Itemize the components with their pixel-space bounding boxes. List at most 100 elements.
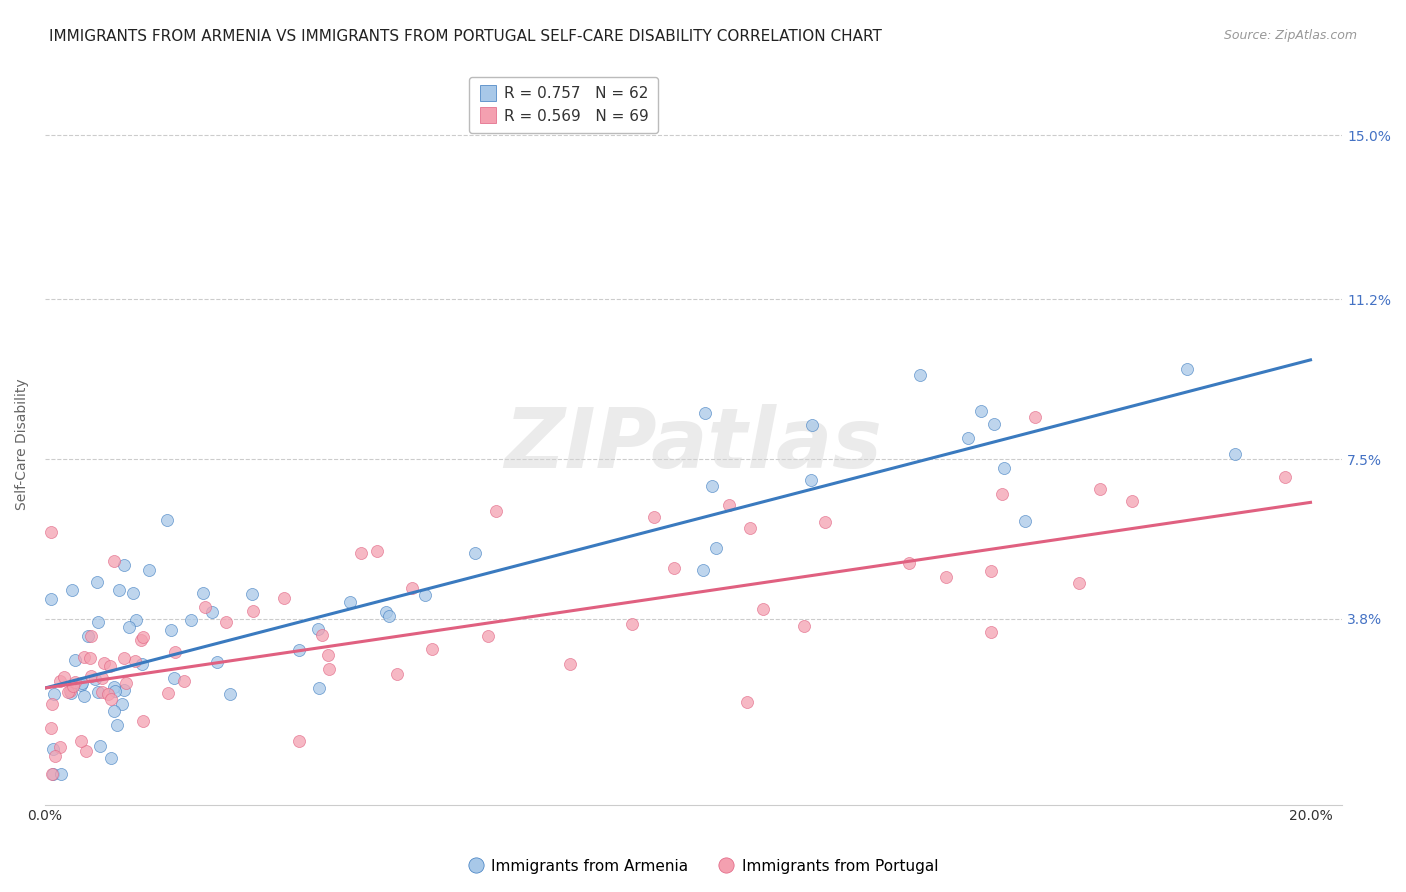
Point [44, 749, 66, 764]
Point [157, 686, 180, 700]
Point [910, 368, 932, 382]
Point [86, 575, 108, 590]
Point [73, 650, 96, 665]
Point [273, 591, 295, 605]
Point [316, 648, 339, 662]
Point [993, 461, 1015, 475]
Point [105, 718, 128, 732]
Point [41, 767, 63, 781]
Point [98, 659, 121, 673]
Text: ZIPatlas: ZIPatlas [505, 403, 883, 484]
Point [131, 657, 153, 671]
Point [80, 669, 103, 683]
Y-axis label: Self-Care Disability: Self-Care Disability [15, 378, 30, 510]
Point [413, 588, 436, 602]
Point [103, 681, 125, 695]
Point [103, 554, 125, 568]
Point [165, 645, 187, 659]
Point [89, 739, 111, 753]
Point [385, 667, 408, 681]
Point [180, 613, 202, 627]
Point [288, 642, 311, 657]
Point [48, 674, 70, 689]
Point [240, 587, 263, 601]
Point [560, 657, 582, 672]
Legend: Immigrants from Armenia, Immigrants from Portugal: Immigrants from Armenia, Immigrants from… [463, 853, 943, 880]
Point [156, 513, 179, 527]
Point [124, 613, 146, 627]
Point [112, 651, 135, 665]
Point [1274, 470, 1296, 484]
Point [464, 546, 486, 560]
Point [115, 676, 138, 690]
Point [693, 406, 716, 420]
Point [60, 686, 83, 700]
Point [41, 698, 63, 712]
Point [737, 695, 759, 709]
Point [112, 558, 135, 572]
Point [129, 633, 152, 648]
Point [39, 524, 62, 539]
Point [138, 563, 160, 577]
Point [90, 685, 112, 699]
Point [934, 570, 956, 584]
Point [100, 691, 122, 706]
Point [118, 619, 141, 633]
Point [219, 687, 242, 701]
Point [1121, 494, 1143, 508]
Point [103, 704, 125, 718]
Point [702, 478, 724, 492]
Point [793, 619, 815, 633]
Point [131, 714, 153, 728]
Point [124, 655, 146, 669]
Point [215, 615, 238, 629]
Point [485, 504, 508, 518]
Point [69, 678, 91, 692]
Point [318, 662, 340, 676]
Point [53, 670, 76, 684]
Point [983, 417, 1005, 431]
Point [704, 541, 727, 556]
Point [308, 681, 330, 696]
Point [79, 651, 101, 665]
Point [77, 629, 100, 643]
Point [173, 673, 195, 688]
Point [62, 679, 84, 693]
Point [59, 684, 82, 698]
Point [692, 563, 714, 577]
Point [63, 653, 86, 667]
Point [49, 739, 72, 754]
Point [970, 404, 993, 418]
Text: Source: ZipAtlas.com: Source: ZipAtlas.com [1223, 29, 1357, 42]
Point [191, 586, 214, 600]
Point [42, 742, 65, 756]
Text: IMMIGRANTS FROM ARMENIA VS IMMIGRANTS FROM PORTUGAL SELF-CARE DISABILITY CORRELA: IMMIGRANTS FROM ARMENIA VS IMMIGRANTS FR… [49, 29, 882, 44]
Point [122, 586, 145, 600]
Point [63, 674, 86, 689]
Point [800, 473, 823, 487]
Point [401, 581, 423, 595]
Point [80, 629, 103, 643]
Point [42, 767, 65, 781]
Point [100, 750, 122, 764]
Point [86, 615, 108, 629]
Point [366, 544, 388, 558]
Point [717, 498, 740, 512]
Point [39, 721, 62, 735]
Point [93, 657, 115, 671]
Point [350, 545, 373, 559]
Point [477, 629, 499, 643]
Point [375, 605, 398, 619]
Point [801, 418, 824, 433]
Point [91, 672, 114, 686]
Point [51, 767, 73, 781]
Point [201, 605, 224, 619]
Point [70, 676, 93, 690]
Point [980, 625, 1002, 640]
Point [311, 628, 333, 642]
Point [75, 744, 97, 758]
Point [956, 431, 979, 445]
Point [132, 630, 155, 644]
Point [160, 624, 183, 638]
Point [104, 683, 127, 698]
